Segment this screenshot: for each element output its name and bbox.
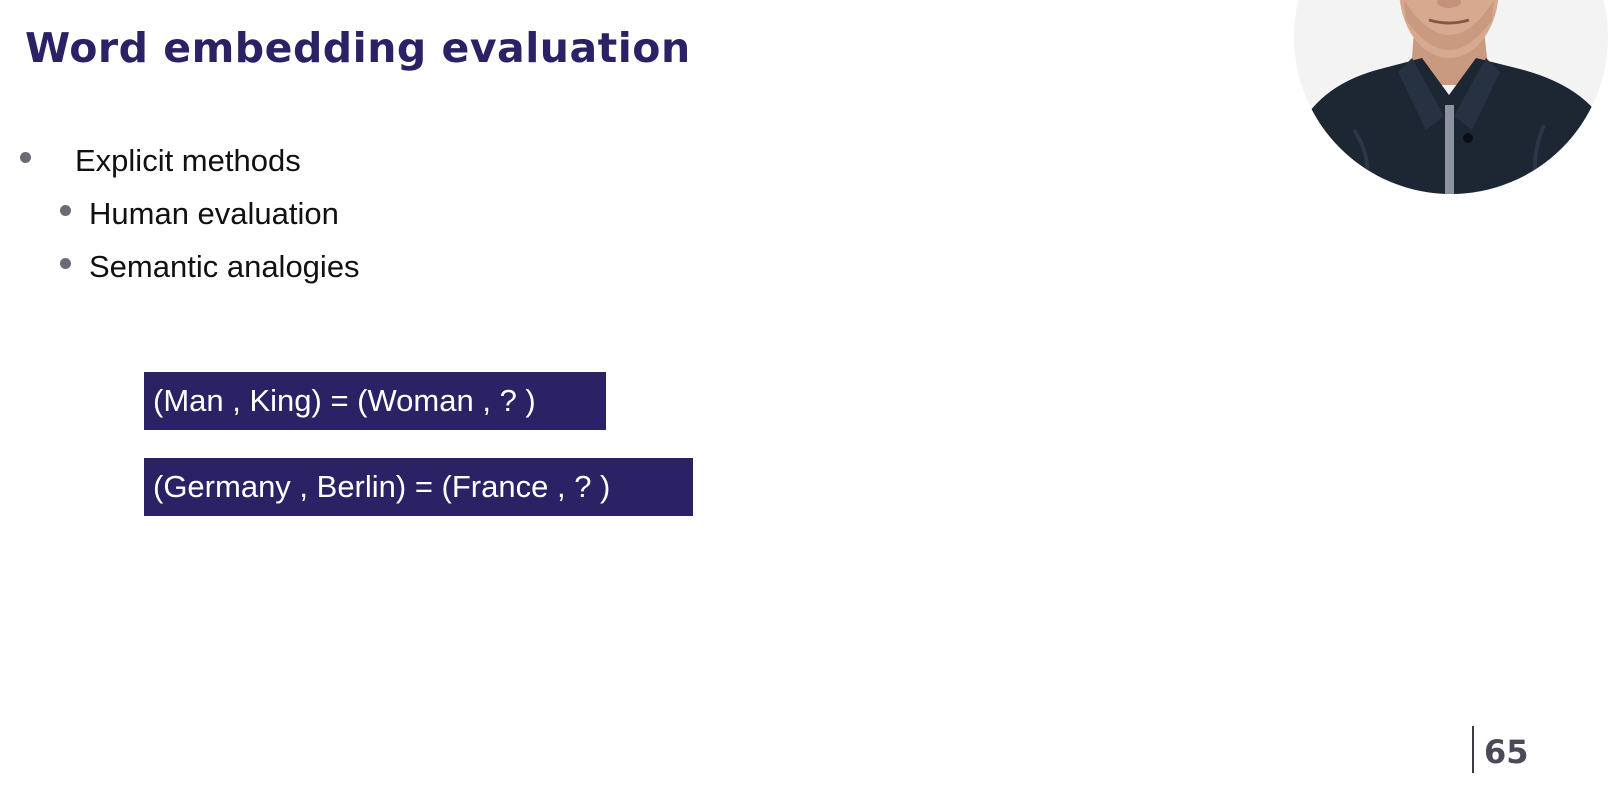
sub-bullet-human-evaluation: Human evaluation bbox=[89, 196, 339, 231]
page-number-divider bbox=[1472, 726, 1474, 773]
bullet-dot-icon bbox=[60, 258, 71, 269]
bullet-explicit-methods: Explicit methods bbox=[75, 143, 301, 178]
analogy-box-germany-berlin: (Germany , Berlin) = (France , ? ) bbox=[144, 458, 693, 516]
slide-title: Word embedding evaluation bbox=[25, 24, 691, 72]
bullet-dot-icon bbox=[60, 205, 71, 216]
presenter-webcam-image bbox=[1294, 0, 1608, 194]
analogy-box-man-king: (Man , King) = (Woman , ? ) bbox=[144, 372, 606, 430]
page-number: 65 bbox=[1484, 733, 1529, 771]
bullet-dot-icon bbox=[20, 152, 31, 163]
presenter-webcam bbox=[1294, 0, 1608, 194]
sub-bullet-semantic-analogies: Semantic analogies bbox=[89, 249, 360, 284]
